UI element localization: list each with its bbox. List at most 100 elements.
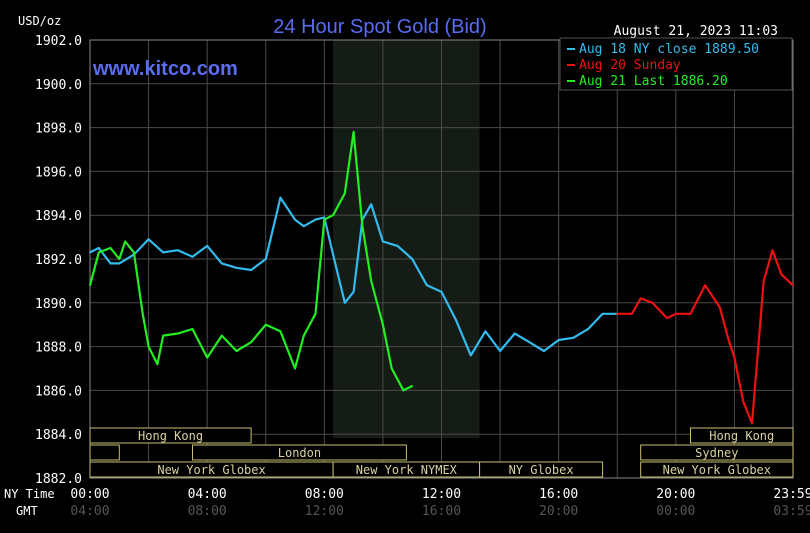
y-tick-label: 1892.0	[35, 253, 82, 268]
legend-entry: Aug 18 NY close 1889.50	[579, 42, 759, 57]
data-point	[332, 253, 335, 256]
data-point	[264, 323, 267, 326]
ny-time-label: NY Time	[4, 487, 55, 501]
x-tick-label-gmt: 12:00	[305, 504, 344, 519]
data-point	[639, 297, 642, 300]
data-point	[557, 339, 560, 341]
data-point	[89, 251, 91, 254]
session-label: New York Globex	[157, 463, 265, 477]
data-point	[294, 367, 296, 370]
x-tick-label-ny: 12:00	[422, 487, 461, 502]
session-label: Sydney	[695, 446, 738, 460]
data-point	[455, 319, 458, 322]
data-point	[762, 280, 765, 282]
data-point	[513, 332, 516, 335]
y-tick-label: 1884.0	[35, 428, 82, 443]
data-point	[97, 251, 100, 254]
data-point	[666, 317, 668, 320]
session-bar	[89, 427, 252, 444]
data-point	[235, 350, 238, 352]
data-point	[411, 258, 414, 260]
session-label: New York Globex	[663, 463, 771, 477]
x-tick-label-gmt: 03:59	[773, 504, 810, 519]
y-tick-label: 1888.0	[35, 341, 82, 356]
data-point	[314, 312, 317, 315]
data-point	[382, 240, 384, 243]
session-bars: Hong Kong Hong Kong London Sydney New York G…	[89, 427, 794, 478]
session-bar	[640, 461, 794, 478]
data-point	[279, 196, 282, 199]
data-point	[323, 216, 326, 219]
data-point	[302, 334, 305, 337]
y-tick-label: 1882.0	[35, 472, 82, 487]
session-bar	[479, 461, 604, 478]
data-point	[279, 330, 282, 333]
data-point	[332, 214, 335, 217]
data-point	[118, 262, 121, 265]
data-point	[733, 356, 736, 359]
x-tick-label-ny: 20:00	[656, 487, 695, 502]
data-point	[133, 251, 135, 254]
legend-entry: Aug 20 Sunday	[579, 58, 681, 73]
data-point	[314, 218, 317, 221]
data-point	[294, 218, 296, 221]
x-tick-label-ny: 08:00	[305, 487, 344, 502]
data-point	[674, 312, 677, 315]
data-point	[361, 225, 364, 228]
market-hours-band	[333, 40, 480, 438]
data-point	[89, 284, 91, 287]
data-point	[528, 341, 531, 344]
x-tick-label-ny: 04:00	[188, 487, 227, 502]
session-bar	[192, 444, 407, 461]
x-tick-label-gmt: 04:00	[70, 504, 109, 519]
data-point	[616, 312, 619, 315]
data-point	[543, 350, 545, 352]
data-point	[264, 258, 267, 260]
data-point	[440, 290, 443, 293]
data-point	[124, 240, 127, 243]
data-point	[176, 332, 179, 335]
data-point	[323, 218, 326, 221]
data-point	[162, 334, 165, 337]
data-point	[352, 131, 355, 133]
data-point	[162, 251, 165, 254]
data-point	[206, 356, 209, 359]
y-tick-label: 1900.0	[35, 78, 82, 93]
data-point	[771, 249, 774, 252]
legend-box	[559, 37, 793, 91]
data-point	[425, 284, 428, 287]
data-point	[109, 247, 112, 249]
session-label: Hong Kong	[138, 429, 203, 443]
data-point	[727, 339, 730, 341]
data-point	[742, 400, 745, 403]
data-point	[751, 422, 753, 425]
data-point	[499, 350, 501, 352]
gmt-label: GMT	[16, 504, 38, 518]
data-point	[411, 385, 414, 387]
x-tick-label-gmt: 20:00	[539, 504, 578, 519]
session-label: London	[278, 446, 321, 460]
data-point	[97, 247, 100, 249]
legend-entry: Aug 21 Last 1886.20	[579, 74, 728, 89]
data-point	[390, 367, 393, 370]
x-tick-label-ny: 23:59	[773, 487, 810, 502]
data-point	[469, 354, 472, 357]
y-tick-label: 1898.0	[35, 122, 82, 137]
data-point	[191, 328, 194, 330]
data-point	[343, 192, 346, 195]
data-point	[302, 225, 305, 228]
data-point	[156, 363, 159, 366]
data-point	[191, 255, 194, 258]
timestamp: August 21, 2023 11:03	[614, 24, 778, 39]
x-tick-label-gmt: 00:00	[656, 504, 695, 519]
data-point	[370, 203, 373, 206]
watermark: www.kitco.com	[92, 58, 238, 80]
data-point	[352, 290, 355, 293]
session-label: NY Globex	[509, 463, 574, 477]
data-point	[176, 249, 179, 252]
data-point	[601, 312, 604, 315]
session-bar	[689, 427, 794, 444]
x-tick-label-gmt: 16:00	[422, 504, 461, 519]
